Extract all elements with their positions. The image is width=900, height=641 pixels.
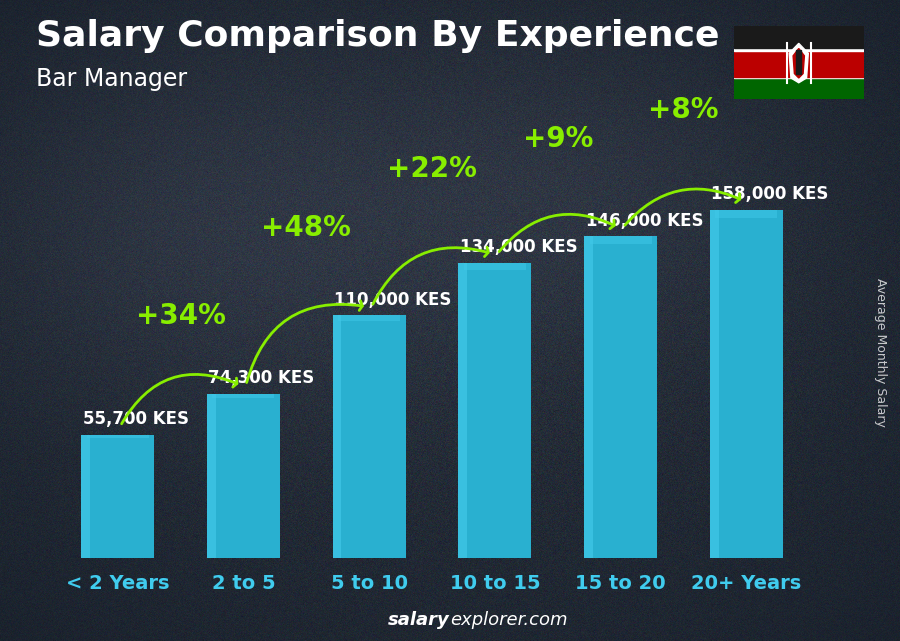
Bar <box>734 77 864 99</box>
Text: 110,000 KES: 110,000 KES <box>334 291 452 309</box>
Bar <box>333 315 341 558</box>
Bar <box>584 236 657 558</box>
Bar <box>796 50 801 74</box>
Text: 74,300 KES: 74,300 KES <box>209 369 315 387</box>
Bar <box>458 263 467 558</box>
Text: +8%: +8% <box>648 96 719 124</box>
Bar <box>716 210 778 219</box>
Text: +9%: +9% <box>523 126 593 153</box>
Bar <box>464 263 526 270</box>
Bar <box>734 49 864 77</box>
Bar <box>584 236 593 558</box>
Text: Salary Comparison By Experience: Salary Comparison By Experience <box>36 19 719 53</box>
Bar <box>458 263 531 558</box>
Bar <box>734 26 864 49</box>
Text: explorer.com: explorer.com <box>450 612 568 629</box>
Bar <box>710 210 718 558</box>
Text: +22%: +22% <box>387 155 477 183</box>
Bar <box>338 315 400 321</box>
Polygon shape <box>793 49 805 78</box>
Bar <box>81 435 154 558</box>
Bar <box>81 435 90 558</box>
Text: +48%: +48% <box>261 214 351 242</box>
Bar <box>207 394 216 558</box>
Text: +34%: +34% <box>136 303 226 330</box>
Bar <box>212 394 274 398</box>
Polygon shape <box>789 44 808 83</box>
Bar <box>590 236 652 244</box>
Text: Average Monthly Salary: Average Monthly Salary <box>874 278 886 427</box>
Bar <box>734 47 864 51</box>
Bar <box>333 315 406 558</box>
Text: salary: salary <box>388 612 450 629</box>
Text: 55,700 KES: 55,700 KES <box>83 410 189 428</box>
Text: 134,000 KES: 134,000 KES <box>460 238 578 256</box>
Text: 158,000 KES: 158,000 KES <box>711 185 829 203</box>
Text: Bar Manager: Bar Manager <box>36 67 187 91</box>
Bar <box>86 435 148 438</box>
Bar <box>734 74 864 78</box>
Bar <box>710 210 783 558</box>
Text: 146,000 KES: 146,000 KES <box>586 212 703 229</box>
Bar <box>207 394 280 558</box>
